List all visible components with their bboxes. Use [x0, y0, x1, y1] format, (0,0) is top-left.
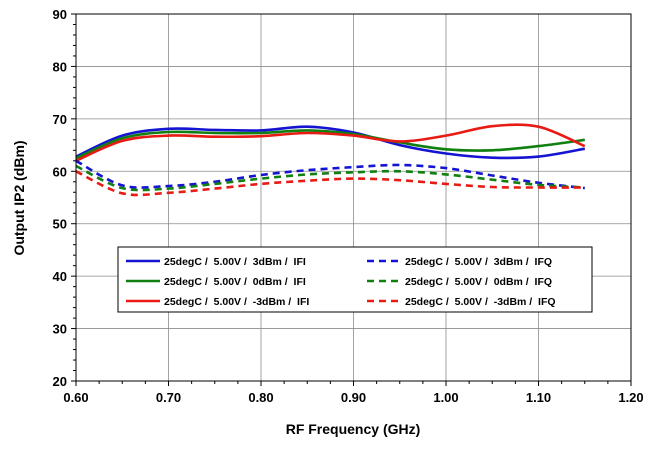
y-tick-label: 80 [53, 59, 67, 74]
y-tick-label: 40 [53, 269, 67, 284]
series-layer [75, 123, 586, 197]
legend-label: 25degC / 5.00V / -3dBm / IFI [164, 296, 309, 308]
legend-label: 25degC / 5.00V / 0dBm / IFQ [405, 276, 552, 288]
series-line-2 [75, 129, 585, 160]
x-tick-label: 0.60 [63, 390, 88, 405]
x-tick-label: 1.10 [526, 390, 551, 405]
series-line-1 [75, 125, 586, 160]
x-tick-label: 0.90 [341, 390, 366, 405]
legend-label: 25degC / 5.00V / -3dBm / IFQ [405, 296, 556, 308]
x-tick-label: 1.00 [433, 390, 458, 405]
legend: 25degC / 5.00V / 3dBm / IFI 25degC / 5.00… [117, 246, 593, 313]
x-axis-label: RF Frequency (GHz) [286, 421, 421, 437]
legend-label: 25degC / 5.00V / 0dBm / IFI [164, 276, 306, 288]
x-tick-label: 0.80 [248, 390, 273, 405]
y-tick-label: 20 [53, 374, 67, 389]
y-tick-label: 60 [53, 164, 67, 179]
legend-box [117, 246, 593, 313]
legend-label: 25degC / 5.00V / 3dBm / IFI [164, 256, 306, 268]
ticks: 0.60 0.70 0.80 0.90 1.00 1.10 1.20 20 30 40 50 60 70… [53, 7, 644, 405]
series-line-5 [75, 164, 585, 192]
series-line-6 [75, 170, 585, 197]
y-tick-label: 50 [53, 217, 67, 232]
y-tick-label: 90 [53, 7, 67, 22]
x-tick-label: 1.20 [618, 390, 643, 405]
series-line-3 [75, 123, 586, 162]
legend-label: 25degC / 5.00V / 3dBm / IFQ [405, 256, 552, 268]
y-axis-label: Output IP2 (dBm) [11, 140, 27, 255]
y-tick-label: 30 [53, 322, 67, 337]
y-tick-label: 70 [53, 112, 67, 127]
x-tick-label: 0.70 [156, 390, 181, 405]
